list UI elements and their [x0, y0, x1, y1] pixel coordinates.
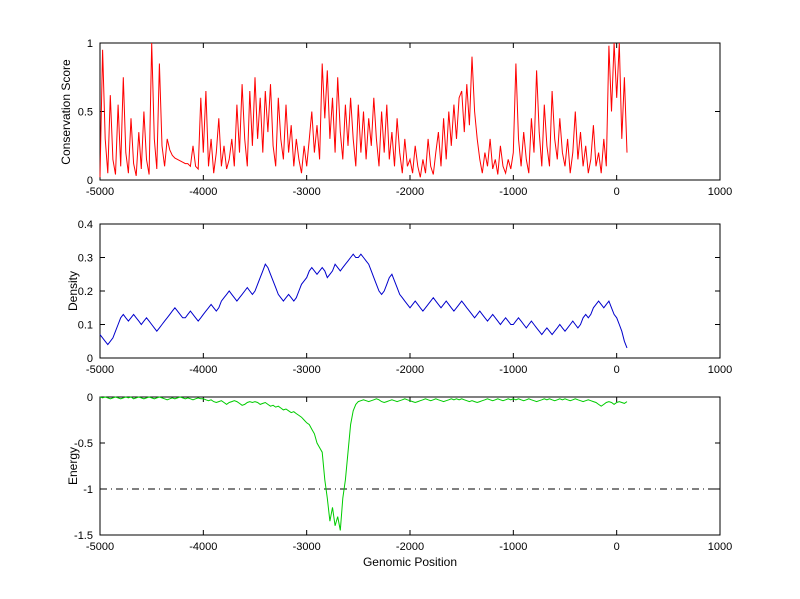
- svg-text:0: 0: [614, 541, 620, 553]
- svg-text:-2000: -2000: [396, 541, 424, 553]
- svg-text:0: 0: [87, 175, 93, 187]
- svg-text:1000: 1000: [708, 364, 732, 376]
- svg-text:-4000: -4000: [189, 364, 217, 376]
- svg-text:-3000: -3000: [293, 541, 321, 553]
- svg-text:0: 0: [87, 353, 93, 365]
- svg-text:1000: 1000: [708, 541, 732, 553]
- svg-text:-1000: -1000: [499, 364, 527, 376]
- svg-text:-1000: -1000: [499, 186, 527, 198]
- svg-text:-0.5: -0.5: [74, 438, 93, 450]
- svg-text:-1: -1: [83, 484, 93, 496]
- svg-text:-5000: -5000: [86, 364, 114, 376]
- svg-text:1000: 1000: [708, 186, 732, 198]
- svg-text:0: 0: [87, 392, 93, 404]
- svg-text:0: 0: [614, 364, 620, 376]
- energy-ylabel: Energy: [66, 446, 80, 486]
- svg-text:-1000: -1000: [499, 541, 527, 553]
- svg-text:1: 1: [87, 38, 93, 50]
- svg-text:-2000: -2000: [396, 186, 424, 198]
- svg-text:-3000: -3000: [293, 364, 321, 376]
- svg-text:0.3: 0.3: [78, 253, 93, 265]
- svg-text:-5000: -5000: [86, 186, 114, 198]
- svg-text:0.5: 0.5: [78, 107, 93, 119]
- svg-text:-2000: -2000: [396, 364, 424, 376]
- svg-text:-1.5: -1.5: [74, 530, 93, 542]
- svg-text:0.4: 0.4: [78, 219, 93, 231]
- svg-text:0: 0: [614, 186, 620, 198]
- conservation-ylabel: Conservation Score: [59, 59, 73, 165]
- svg-text:-4000: -4000: [189, 186, 217, 198]
- svg-text:0.2: 0.2: [78, 286, 93, 298]
- density-ylabel: Density: [66, 270, 80, 312]
- svg-text:-4000: -4000: [189, 541, 217, 553]
- svg-text:0.1: 0.1: [78, 320, 93, 332]
- svg-text:-5000: -5000: [86, 541, 114, 553]
- x-axis-label: Genomic Position: [362, 555, 458, 569]
- svg-text:-3000: -3000: [293, 186, 321, 198]
